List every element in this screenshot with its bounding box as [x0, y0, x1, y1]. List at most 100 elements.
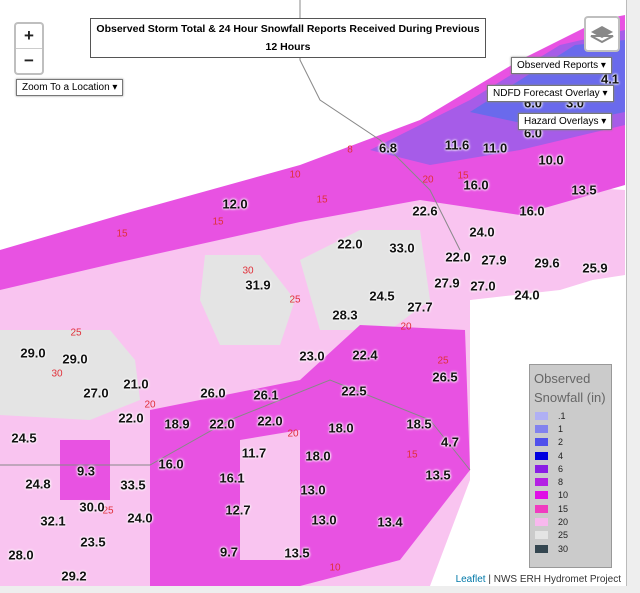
snowfall-report: 18.5 [406, 416, 432, 432]
snowfall-report: 22.0 [118, 410, 144, 426]
legend-item: 25 [530, 529, 611, 542]
snowfall-report: 6.8 [378, 140, 398, 156]
legend-item: 15 [530, 502, 611, 515]
snowfall-report: 9.3 [76, 463, 96, 479]
snowfall-report: 13.4 [377, 514, 403, 530]
legend-label: .1 [558, 410, 566, 421]
snowfall-report: 13.5 [571, 182, 597, 198]
snowfall-report: 4.7 [440, 434, 460, 450]
snowfall-report: 26.5 [432, 369, 458, 385]
snowfall-report: 11.6 [444, 137, 470, 153]
snowfall-report: 27.0 [470, 278, 496, 294]
snowfall-report: 29.0 [62, 351, 88, 367]
contour-label: 25 [437, 355, 449, 367]
contour-label: 25 [102, 505, 114, 517]
snowfall-report: 24.0 [127, 510, 153, 526]
snowfall-report: 22.0 [209, 416, 235, 432]
snowfall-report: 28.3 [332, 307, 358, 323]
snowfall-report: 33.0 [389, 240, 415, 256]
zoom-in[interactable]: + [24, 26, 34, 45]
snowfall-report: 21.0 [123, 376, 149, 392]
snowfall-report: 12.0 [222, 196, 248, 212]
attribution: Leaflet | NWS ERH Hydromet Project [450, 573, 626, 586]
snowfall-report: 30.0 [79, 499, 105, 515]
snowfall-report: 24.0 [469, 224, 495, 240]
legend-label: 30 [558, 543, 569, 554]
menu[interactable]: Hazard Overlays [518, 113, 613, 130]
menu[interactable]: NDFD Forecast Overlay [487, 85, 614, 102]
snowfall-report: 31.9 [245, 277, 271, 293]
contour-label: 15 [116, 228, 128, 240]
snowfall-report: 29.2 [61, 568, 87, 584]
snowfall-report: 9.7 [219, 544, 239, 560]
legend-item: 8 [530, 475, 611, 488]
legend-item: 4 [530, 449, 611, 462]
legend-swatch [535, 544, 548, 553]
snowfall-report: 22.0 [445, 249, 471, 265]
snowfall-report: 27.0 [83, 385, 109, 401]
legend-swatch [535, 438, 548, 447]
snowfall-report: 22.0 [337, 236, 363, 252]
snowfall-report: 24.5 [369, 288, 395, 304]
snowfall-report: 4.1 [600, 71, 620, 87]
snowfall-report: 27.7 [407, 299, 433, 315]
attribution-text: | NWS ERH Hydromet Project [488, 574, 621, 585]
zoom-location-menu[interactable]: Zoom To a Location [16, 79, 124, 96]
map[interactable]: 8 10 15 20 15 15 15 30 25 20 25 30 25 20 20 15 25 10 6.8 11… [0, 0, 627, 586]
snowfall-report: 13.5 [425, 467, 451, 483]
legend-swatch [535, 491, 548, 500]
contour-label: 10 [329, 562, 341, 574]
contour-label: 25 [70, 327, 82, 339]
snowfall-report: 16.0 [158, 456, 184, 472]
legend-item: 2 [530, 436, 611, 449]
snowfall-report: 18.0 [328, 420, 354, 436]
legend-label: 25 [558, 530, 569, 541]
contour-label: 20 [144, 399, 156, 411]
contour-label: 8 [347, 144, 353, 156]
snowfall-report: 12.7 [225, 502, 251, 518]
legend-swatch [535, 411, 548, 420]
contour-label: 20 [422, 174, 434, 186]
snowfall-report: 22.5 [341, 383, 367, 399]
contour-label: 15 [316, 194, 328, 206]
layers-icon [590, 26, 614, 44]
snowfall-report: 13.0 [311, 512, 337, 528]
zoom-out[interactable]: − [16, 48, 42, 73]
snowfall-report: 13.5 [284, 545, 310, 561]
snowfall-report: 23.0 [299, 348, 325, 364]
legend-swatch [535, 478, 548, 487]
legend-items: .1 1 2 4 6 8 10 15 20 25 30 [530, 409, 611, 555]
legend-label: 2 [558, 437, 564, 448]
legend-swatch [535, 424, 548, 433]
snowfall-report: 22.6 [412, 203, 438, 219]
menu[interactable]: Observed Reports [511, 57, 612, 74]
contour-label: 15 [212, 216, 224, 228]
zoom-control: + − [14, 22, 44, 75]
legend-swatch [535, 504, 548, 513]
legend-item: 10 [530, 489, 611, 502]
legend-label: 4 [558, 450, 564, 461]
legend-swatch [535, 531, 548, 540]
snowfall-report: 10.0 [538, 152, 564, 168]
snowfall-report: 29.0 [20, 345, 46, 361]
legend-item: 20 [530, 515, 611, 528]
legend-item: .1 [530, 409, 611, 422]
snowfall-report: 18.9 [164, 416, 190, 432]
contour-label: 25 [289, 294, 301, 306]
snowfall-report: 23.5 [80, 534, 106, 550]
legend-title: Observed Snowfall (in) [534, 371, 606, 405]
snowfall-report: 13.0 [300, 482, 326, 498]
legend: Observed Snowfall (in) .1 1 2 4 6 8 10 15 20 25 30 [529, 364, 612, 568]
snowfall-report: 24.8 [25, 476, 51, 492]
legend-item: 30 [530, 542, 611, 555]
legend-label: 1 [558, 423, 564, 434]
snowfall-report: 24.5 [11, 430, 37, 446]
layers-button[interactable] [584, 16, 620, 52]
legend-label: 8 [558, 477, 564, 488]
leaflet-link[interactable]: Leaflet [455, 574, 486, 585]
legend-swatch [535, 451, 548, 460]
contour-label: 20 [400, 321, 412, 333]
snowfall-report: 25.9 [582, 260, 608, 276]
snowfall-report: 26.0 [200, 385, 226, 401]
